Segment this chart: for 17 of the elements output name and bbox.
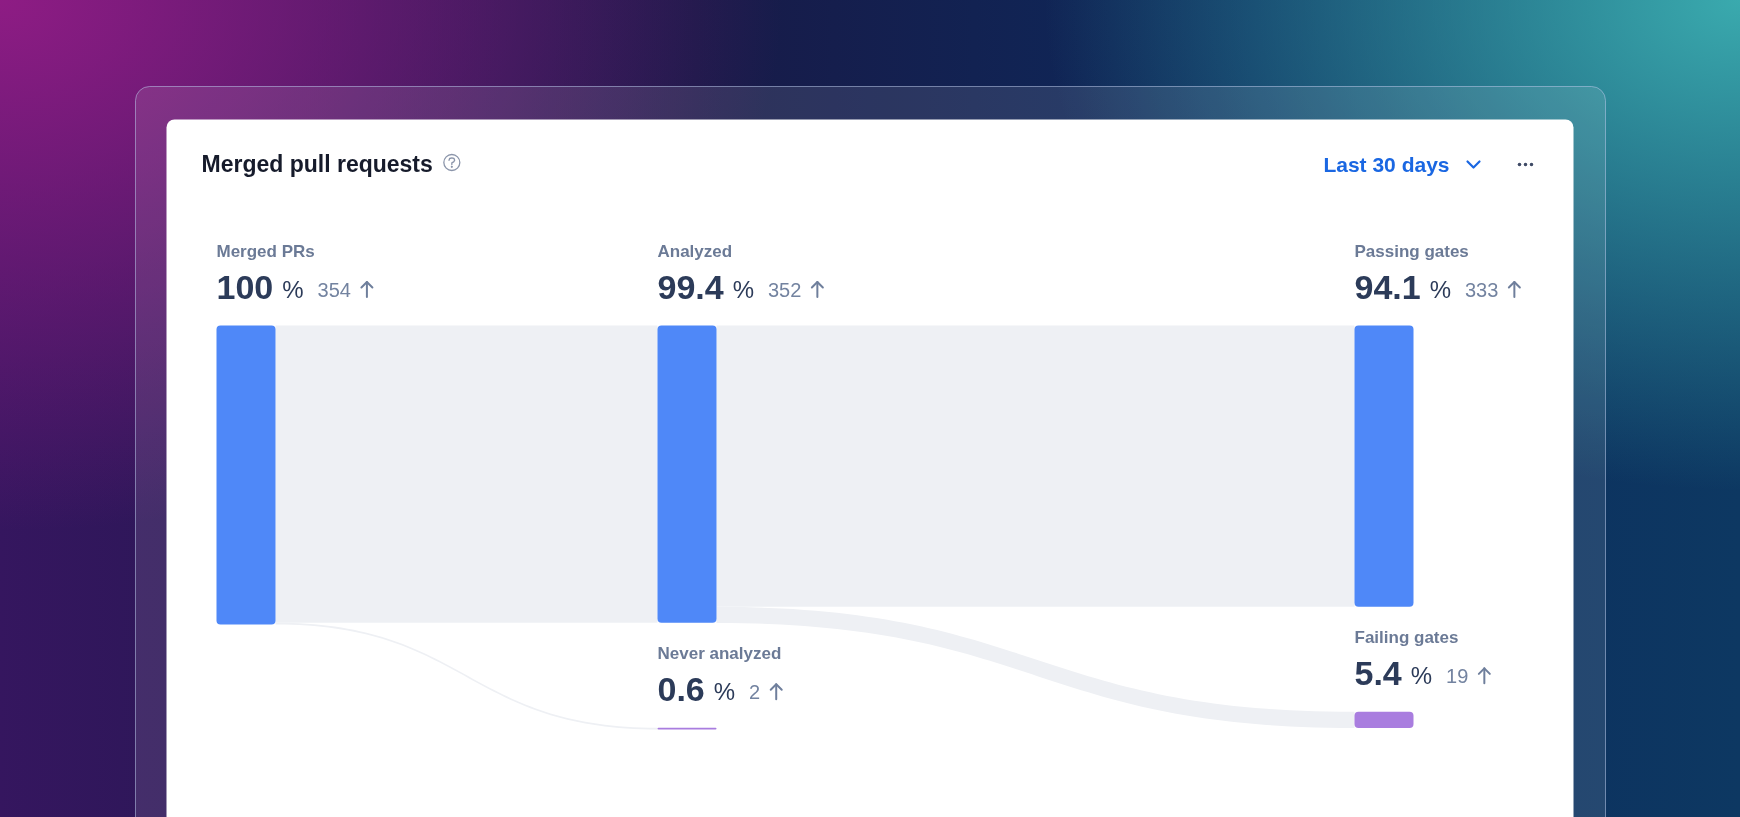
data-label: 5.4 % bbox=[1354, 654, 1433, 693]
data-label: 19 bbox=[1446, 664, 1469, 687]
data-label: 99.4 % bbox=[657, 268, 755, 306]
text: Merged pull requests bbox=[201, 150, 433, 177]
text: Last 30 days bbox=[1323, 153, 1450, 176]
category-label: Analyzed bbox=[657, 242, 733, 261]
data-label: 352 bbox=[768, 278, 802, 301]
data-label: 333 bbox=[1465, 278, 1499, 301]
data-label: 2 bbox=[749, 680, 761, 703]
category-label: Failing gates bbox=[1354, 628, 1459, 648]
category-label: Merged PRs bbox=[216, 242, 315, 261]
data-label: 354 bbox=[317, 278, 351, 301]
category-label: Passing gates bbox=[1354, 242, 1469, 261]
data-label: 94.1 % bbox=[1354, 268, 1452, 306]
data-label: 100 % bbox=[216, 268, 304, 306]
category-label: Never analyzed bbox=[657, 644, 782, 664]
data-label: 0.6 % bbox=[657, 670, 736, 709]
